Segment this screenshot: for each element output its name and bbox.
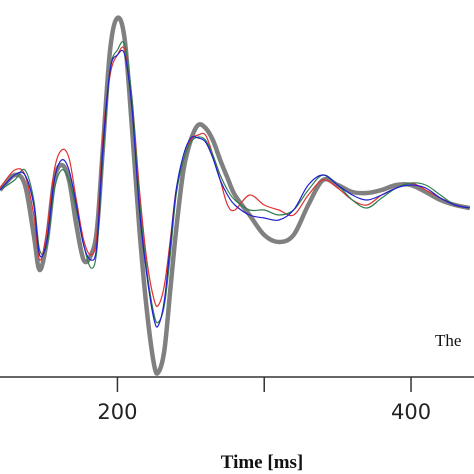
- x-axis-label: Time [ms]: [221, 452, 304, 473]
- line-series: [0, 15, 471, 376]
- line-series: [0, 41, 470, 324]
- x-tick-label: 200: [97, 400, 137, 424]
- annotation: The: [435, 331, 461, 350]
- line-series: [0, 49, 470, 328]
- x-tick-label: 400: [391, 400, 431, 424]
